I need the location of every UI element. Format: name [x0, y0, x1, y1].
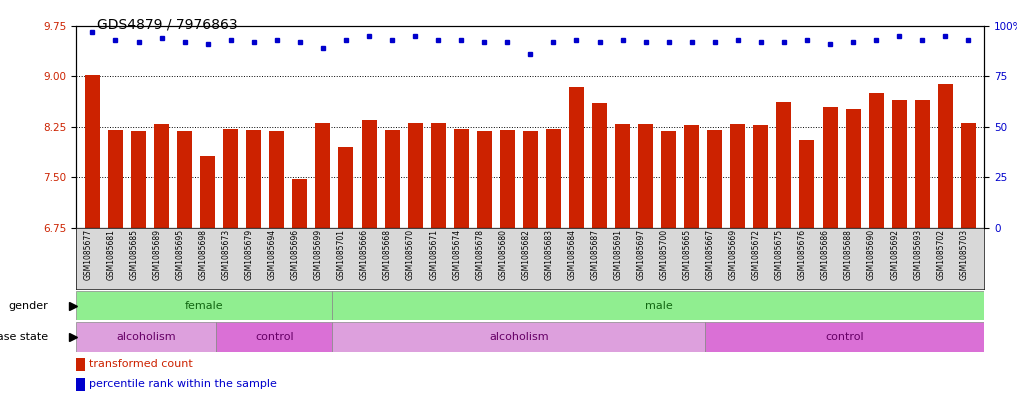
- Bar: [154, 124, 169, 393]
- Bar: [454, 129, 469, 393]
- Text: GSM1085687: GSM1085687: [591, 229, 599, 280]
- Text: control: control: [826, 332, 864, 342]
- Text: female: female: [185, 301, 224, 310]
- Bar: [914, 100, 930, 393]
- Bar: [684, 125, 700, 393]
- Bar: [499, 130, 515, 393]
- Bar: [339, 147, 354, 393]
- Bar: [754, 125, 769, 393]
- Text: GSM1085703: GSM1085703: [959, 229, 968, 280]
- Text: GSM1085700: GSM1085700: [660, 229, 668, 280]
- Text: GSM1085665: GSM1085665: [682, 229, 692, 280]
- Bar: [292, 179, 307, 393]
- Text: GSM1085671: GSM1085671: [429, 229, 438, 280]
- Text: GSM1085666: GSM1085666: [360, 229, 369, 280]
- Text: GSM1085696: GSM1085696: [291, 229, 300, 280]
- Bar: [845, 109, 860, 393]
- Bar: [223, 129, 238, 393]
- Bar: [615, 124, 631, 393]
- Bar: [776, 102, 791, 393]
- Text: GDS4879 / 7976863: GDS4879 / 7976863: [97, 18, 237, 32]
- Text: GSM1085699: GSM1085699: [314, 229, 323, 280]
- Text: GSM1085669: GSM1085669: [729, 229, 737, 280]
- Bar: [938, 84, 953, 393]
- Text: GSM1085673: GSM1085673: [222, 229, 231, 280]
- Text: GSM1085682: GSM1085682: [522, 229, 531, 280]
- Bar: [384, 130, 400, 393]
- Bar: [546, 129, 561, 393]
- Bar: [333, 322, 705, 352]
- Bar: [216, 322, 333, 352]
- Text: GSM1085679: GSM1085679: [245, 229, 254, 280]
- Text: GSM1085674: GSM1085674: [453, 229, 462, 280]
- Bar: [361, 120, 376, 393]
- Bar: [523, 131, 538, 393]
- Text: GSM1085688: GSM1085688: [844, 229, 853, 280]
- Bar: [270, 132, 285, 393]
- Text: GSM1085686: GSM1085686: [821, 229, 830, 280]
- Text: GSM1085691: GSM1085691: [613, 229, 622, 280]
- Bar: [569, 87, 584, 393]
- Text: GSM1085693: GSM1085693: [913, 229, 922, 280]
- Text: GSM1085698: GSM1085698: [198, 229, 207, 280]
- Bar: [76, 378, 84, 391]
- Text: alcoholism: alcoholism: [489, 332, 548, 342]
- Text: percentile rank within the sample: percentile rank within the sample: [89, 379, 277, 389]
- Bar: [638, 124, 653, 393]
- Bar: [661, 131, 676, 393]
- Bar: [408, 123, 423, 393]
- Text: male: male: [645, 301, 672, 310]
- Text: GSM1085684: GSM1085684: [567, 229, 577, 280]
- Text: alcoholism: alcoholism: [116, 332, 176, 342]
- Bar: [131, 131, 146, 393]
- Text: GSM1085701: GSM1085701: [337, 229, 346, 280]
- Bar: [869, 93, 884, 393]
- Text: GSM1085694: GSM1085694: [267, 229, 277, 280]
- Bar: [333, 291, 984, 320]
- Bar: [823, 107, 838, 393]
- Bar: [200, 156, 216, 393]
- Text: gender: gender: [8, 301, 49, 310]
- Text: GSM1085678: GSM1085678: [475, 229, 484, 280]
- Bar: [315, 123, 331, 393]
- Bar: [961, 123, 976, 393]
- Text: GSM1085677: GSM1085677: [83, 229, 93, 280]
- Text: GSM1085690: GSM1085690: [868, 229, 876, 280]
- Bar: [799, 140, 815, 393]
- Bar: [707, 130, 722, 393]
- Text: GSM1085689: GSM1085689: [153, 229, 162, 280]
- Text: GSM1085676: GSM1085676: [798, 229, 806, 280]
- Bar: [84, 75, 100, 393]
- Text: GSM1085697: GSM1085697: [637, 229, 646, 280]
- Bar: [177, 132, 192, 393]
- Bar: [477, 131, 492, 393]
- Text: GSM1085672: GSM1085672: [752, 229, 761, 280]
- Text: GSM1085668: GSM1085668: [383, 229, 393, 280]
- Bar: [76, 291, 333, 320]
- Text: control: control: [255, 332, 294, 342]
- Text: GSM1085685: GSM1085685: [129, 229, 138, 280]
- Text: GSM1085692: GSM1085692: [890, 229, 899, 280]
- Text: GSM1085683: GSM1085683: [544, 229, 553, 280]
- Bar: [108, 130, 123, 393]
- Bar: [246, 130, 261, 393]
- Text: GSM1085675: GSM1085675: [775, 229, 784, 280]
- Bar: [705, 322, 984, 352]
- Bar: [76, 322, 216, 352]
- Bar: [76, 358, 84, 371]
- Bar: [892, 100, 907, 393]
- Bar: [592, 103, 607, 393]
- Bar: [430, 123, 445, 393]
- Text: GSM1085695: GSM1085695: [176, 229, 185, 280]
- Text: GSM1085702: GSM1085702: [937, 229, 945, 280]
- Text: GSM1085680: GSM1085680: [498, 229, 507, 280]
- Text: GSM1085681: GSM1085681: [107, 229, 116, 280]
- Text: transformed count: transformed count: [89, 359, 193, 369]
- Text: GSM1085667: GSM1085667: [706, 229, 715, 280]
- Text: disease state: disease state: [0, 332, 49, 342]
- Bar: [730, 124, 745, 393]
- Text: GSM1085670: GSM1085670: [406, 229, 415, 280]
